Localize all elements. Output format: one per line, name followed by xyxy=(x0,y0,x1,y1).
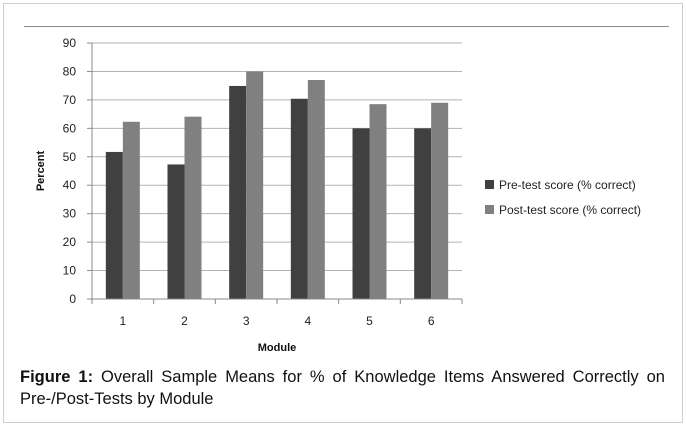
legend-label: Pre-test score (% correct) xyxy=(499,178,636,192)
bars xyxy=(105,71,449,300)
bar-chart: 0 10 20 30 40 50 60 70 80 90 1 2 3 4 5 6 Percent Modul… xyxy=(35,36,641,354)
x-axis-title: Module xyxy=(258,342,297,354)
post-test-bar-module-1 xyxy=(122,121,140,300)
x-tick-label: 4 xyxy=(304,314,311,328)
y-tick-label: 40 xyxy=(63,178,77,192)
x-tick-label: 6 xyxy=(428,314,435,328)
x-tick-label: 3 xyxy=(243,314,250,328)
y-tick-label: 80 xyxy=(63,64,77,78)
legend: Pre-test score (% correct) Post-test scor… xyxy=(485,178,641,217)
x-tick-label: 2 xyxy=(181,314,188,328)
post-test-bar-module-2 xyxy=(184,116,202,299)
y-tick-label: 10 xyxy=(63,264,77,278)
post-test-bar-module-6 xyxy=(431,102,449,299)
pre-test-bar-module-4 xyxy=(290,98,308,299)
y-tick-label: 30 xyxy=(63,207,77,221)
legend-swatch xyxy=(485,180,494,189)
pre-test-bar-module-6 xyxy=(414,128,432,299)
pre-test-bar-module-2 xyxy=(167,164,185,299)
caption-label: Figure 1: xyxy=(20,368,94,386)
y-tick-labels: 0 10 20 30 40 50 60 70 80 90 xyxy=(63,36,77,306)
caption-text: Overall Sample Means for % of Knowledge … xyxy=(20,368,665,408)
post-test-bar-module-5 xyxy=(369,104,387,300)
legend-label: Post-test score (% correct) xyxy=(499,203,641,217)
post-test-bar-module-4 xyxy=(307,79,325,299)
y-tick-label: 70 xyxy=(63,93,77,107)
y-tick-label: 0 xyxy=(69,292,76,306)
axes xyxy=(87,42,463,304)
y-tick-label: 60 xyxy=(63,121,77,135)
figure-frame xyxy=(3,3,683,423)
pre-test-bar-module-1 xyxy=(105,151,123,299)
x-tick-label: 5 xyxy=(366,314,373,328)
top-rule xyxy=(24,26,669,27)
y-tick-label: 90 xyxy=(63,36,77,50)
figure-caption: Figure 1: Overall Sample Means for % of … xyxy=(20,366,665,410)
x-tick-label: 1 xyxy=(119,314,126,328)
x-tick-labels: 1 2 3 4 5 6 xyxy=(119,314,434,328)
post-test-bar-module-3 xyxy=(246,71,264,299)
gridlines xyxy=(92,42,462,272)
y-axis-title: Percent xyxy=(35,150,47,191)
y-tick-label: 50 xyxy=(63,150,77,164)
legend-swatch xyxy=(485,205,494,214)
pre-test-bar-module-3 xyxy=(229,85,247,299)
y-tick-label: 20 xyxy=(63,235,77,249)
pre-test-bar-module-5 xyxy=(352,128,370,299)
